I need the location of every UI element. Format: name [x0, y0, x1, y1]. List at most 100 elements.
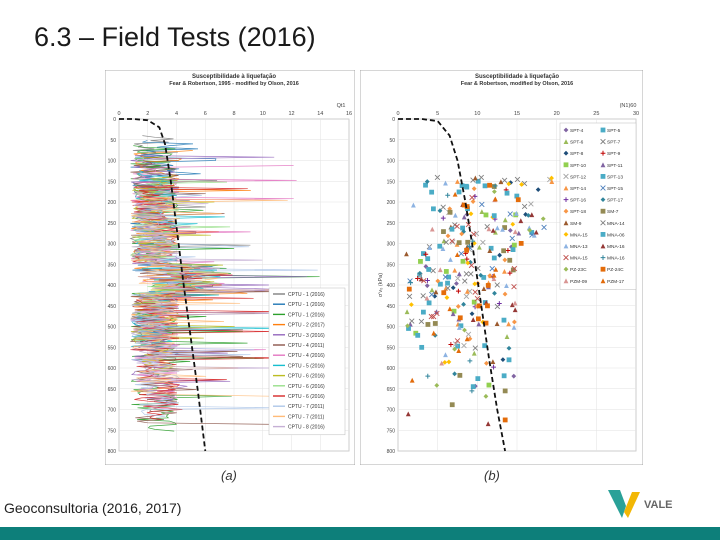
- data-point: [423, 182, 428, 188]
- vale-logo: VALE: [604, 484, 684, 524]
- data-point: [443, 180, 448, 186]
- data-point: [466, 243, 472, 249]
- data-point: [510, 247, 516, 252]
- source-citation: Geoconsultoria (2016, 2017): [4, 500, 182, 516]
- data-point: [506, 357, 512, 363]
- bottom-accent-bar: [0, 527, 720, 540]
- data-point: [448, 257, 453, 262]
- legend-label: MNA-16: [607, 256, 625, 262]
- data-point: [512, 319, 517, 325]
- data-point: [468, 259, 473, 265]
- data-point: [475, 178, 481, 184]
- data-point: [506, 181, 512, 187]
- legend-marker: [600, 208, 606, 214]
- data-point: [440, 204, 446, 210]
- data-point: [443, 239, 449, 245]
- data-point: [464, 336, 470, 342]
- y-tick-label: 300: [108, 242, 117, 248]
- data-point: [511, 265, 518, 272]
- data-point: [470, 317, 476, 323]
- liquefaction-boundary-line: [119, 118, 207, 452]
- data-point: [491, 364, 496, 370]
- data-point: [533, 229, 539, 235]
- data-point: [483, 393, 489, 399]
- data-point: [454, 252, 460, 258]
- data-point: [461, 301, 466, 307]
- data-point: [529, 212, 535, 218]
- data-point: [452, 346, 457, 352]
- x-tick-label: 2: [146, 111, 149, 117]
- data-point: [498, 179, 504, 185]
- legend-box: [559, 122, 637, 290]
- y-tick-label: 500: [387, 325, 396, 331]
- legend-label: SPT-10: [570, 163, 586, 169]
- data-point: [432, 321, 438, 326]
- series-line-14: [131, 199, 300, 382]
- legend-label: PZM-09: [570, 279, 587, 285]
- data-point: [445, 285, 451, 291]
- y-tick-label: 200: [108, 200, 117, 206]
- data-point: [451, 308, 457, 314]
- legend-label: SPT-4: [570, 128, 584, 134]
- y-tick-label: 0: [113, 117, 116, 123]
- data-point: [472, 175, 478, 181]
- data-point: [433, 289, 439, 295]
- y-tick-label: 450: [387, 304, 396, 310]
- data-point: [437, 267, 443, 273]
- legend-marker: [563, 162, 569, 168]
- data-point: [460, 225, 466, 231]
- data-point: [408, 302, 414, 308]
- data-point: [474, 295, 481, 302]
- data-point: [471, 240, 477, 246]
- legend-label: PZ-24C: [607, 267, 624, 273]
- x-tick-label: 8: [232, 111, 235, 117]
- data-point: [408, 280, 413, 286]
- data-point: [512, 229, 518, 235]
- data-point: [448, 342, 454, 347]
- data-point: [469, 311, 475, 317]
- x-tick-label: 16: [346, 111, 352, 117]
- y-tick-label: 50: [110, 138, 116, 144]
- legend-label: CPTU - 2 (2017): [288, 323, 325, 329]
- data-point: [458, 250, 464, 257]
- data-point: [427, 245, 433, 251]
- y-tick-label: 600: [108, 366, 117, 372]
- data-point: [418, 318, 425, 325]
- data-point: [493, 266, 499, 272]
- y-tick-label: 300: [387, 242, 396, 248]
- data-point: [470, 384, 476, 390]
- data-point: [511, 283, 517, 290]
- y-tick-label: 150: [108, 179, 117, 185]
- data-point: [501, 373, 507, 379]
- data-point: [404, 309, 410, 315]
- data-point: [456, 240, 462, 246]
- chart-title: Susceptibilidade à liquefação: [192, 74, 276, 80]
- legend-label: SM-7: [607, 209, 619, 215]
- data-point: [437, 208, 443, 214]
- data-point: [470, 199, 476, 204]
- data-point: [504, 190, 510, 196]
- data-point: [405, 323, 410, 329]
- data-point: [455, 179, 460, 184]
- series-line-9: [130, 175, 235, 372]
- data-point: [514, 176, 521, 183]
- y-tick-label: 750: [108, 428, 117, 434]
- data-point: [464, 184, 470, 190]
- legend-label: PZM-17: [607, 279, 624, 285]
- data-point: [454, 281, 459, 286]
- data-point: [512, 300, 518, 306]
- data-point: [449, 226, 455, 232]
- data-point: [531, 232, 537, 238]
- data-point: [472, 289, 478, 295]
- legend-label: SPT-9: [607, 151, 621, 157]
- data-point: [475, 376, 481, 382]
- y-tick-label: 500: [108, 325, 117, 331]
- data-point: [528, 201, 534, 207]
- legend-marker: [563, 232, 569, 237]
- data-point: [492, 290, 497, 296]
- data-point: [529, 230, 535, 235]
- data-point: [485, 303, 490, 309]
- data-point: [425, 322, 431, 327]
- data-point: [502, 269, 507, 274]
- data-point: [434, 310, 440, 317]
